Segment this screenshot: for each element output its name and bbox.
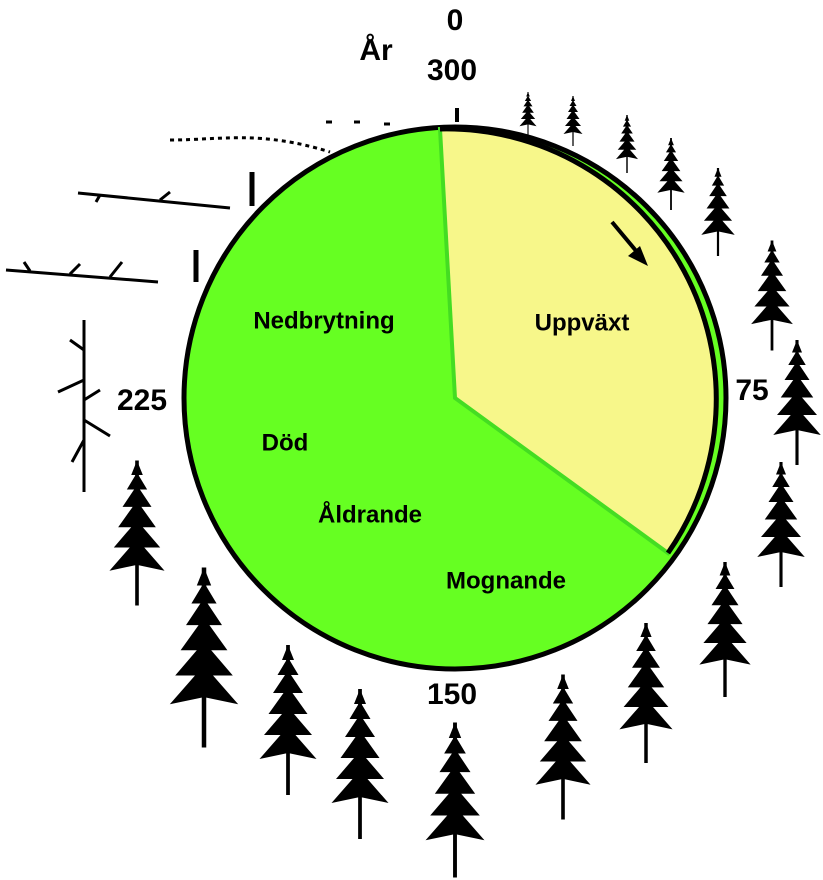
phase-label: Död	[262, 429, 309, 456]
scale-label: 75	[735, 374, 768, 407]
phase-label: Nedbrytning	[253, 307, 394, 334]
scale-label: 0	[447, 4, 464, 37]
phase-label: Mognande	[446, 567, 566, 594]
diagram: År 0 300 75 150 225 Uppväxt Nedbrytning …	[0, 0, 823, 880]
scale-label: 300	[427, 54, 477, 87]
scale-label: 150	[427, 678, 477, 711]
scale-label: 225	[117, 384, 167, 417]
phase-label: Uppväxt	[535, 309, 630, 336]
year-label: År	[359, 34, 393, 67]
phase-label: Åldrande	[318, 500, 422, 528]
